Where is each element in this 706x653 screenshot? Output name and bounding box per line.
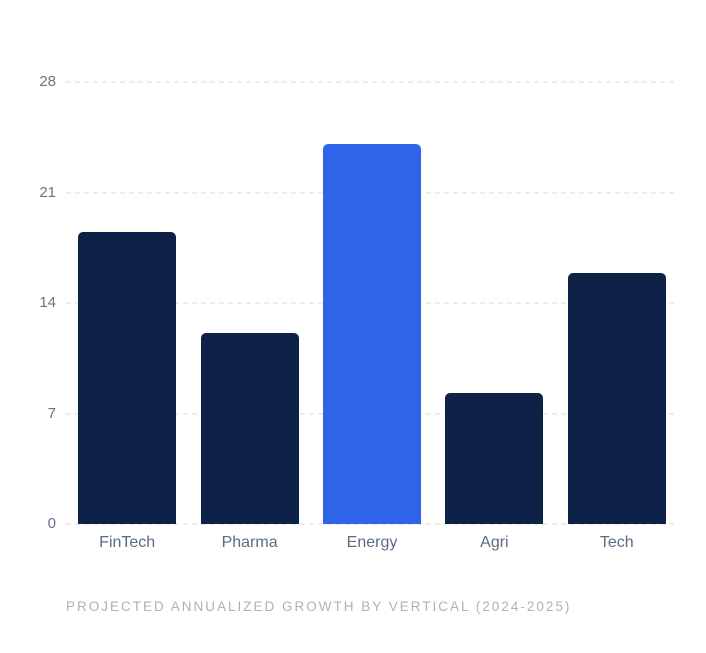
plot-area — [66, 81, 678, 525]
x-tick-label-fintech: FinTech — [99, 534, 156, 551]
gridline-28 — [66, 81, 678, 83]
x-tick-label-tech: Tech — [599, 534, 634, 551]
bar-agri — [445, 392, 544, 524]
chart-title: PROJECTED ANNUALIZED GROWTH BY VERTICAL … — [66, 599, 572, 614]
y-tick-label-28: 28 — [39, 73, 56, 90]
bar-tech — [567, 273, 666, 524]
gridline-0 — [66, 523, 678, 525]
bar-energy — [323, 143, 421, 524]
x-tick-label-energy: Energy — [346, 534, 398, 551]
bar-pharma — [200, 333, 299, 524]
x-tick-label-pharma: Pharma — [221, 534, 278, 551]
y-tick-label-7: 7 — [47, 404, 56, 422]
y-tick-label-14: 14 — [39, 294, 56, 311]
bar-fintech — [78, 231, 177, 524]
x-tick-label-agri: Agri — [480, 534, 509, 551]
y-tick-label-21: 21 — [39, 183, 56, 201]
y-tick-label-0: 0 — [47, 515, 56, 532]
